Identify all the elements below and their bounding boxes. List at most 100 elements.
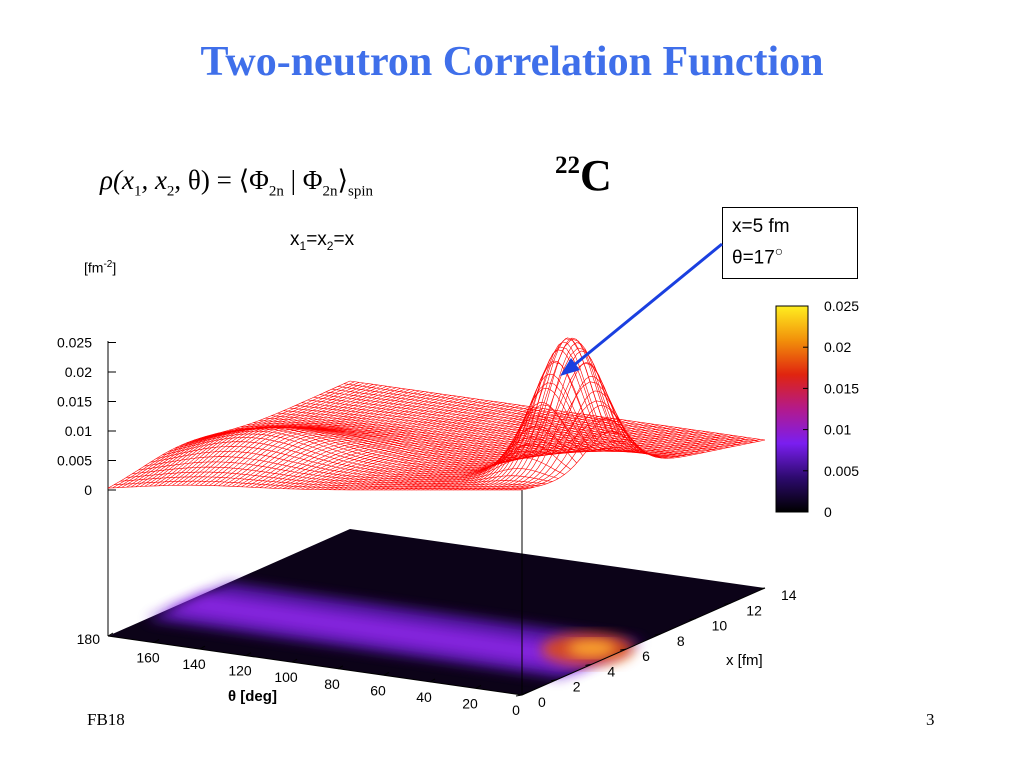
theta-tick-label: 0	[512, 702, 520, 718]
x-tick-label: 0	[538, 694, 546, 710]
mesh-line-x	[138, 461, 553, 482]
theta-tick-mark	[383, 671, 390, 676]
mesh-line-x	[325, 391, 741, 446]
x-tick-label: 2	[573, 679, 581, 695]
x-tick-mark	[724, 602, 731, 605]
x-tick-label: 8	[677, 633, 685, 649]
mesh-line-theta	[144, 385, 388, 487]
x-tick-mark	[550, 679, 557, 682]
page-number: 3	[926, 710, 935, 729]
theta-tick-label: 80	[324, 676, 340, 692]
mesh-line-x	[343, 383, 759, 442]
mesh-line-x	[144, 456, 559, 481]
x-tick-label: 12	[746, 602, 762, 618]
mesh-line-x	[113, 480, 529, 489]
mesh-line-x	[295, 405, 711, 452]
theta-tick-mark	[521, 691, 528, 696]
mesh-line-x	[271, 415, 687, 457]
theta-tick-label: 180	[77, 631, 101, 647]
mesh-line-x	[283, 410, 699, 454]
mesh-line-x	[331, 388, 747, 444]
annotation-arrow	[567, 242, 723, 372]
mesh-line-x	[180, 361, 596, 470]
theta-tick-label: 140	[182, 656, 206, 672]
x-tick-mark	[689, 618, 696, 621]
annotation-line-theta: θ=17○	[732, 243, 784, 269]
peak-annotation-box: x=5 fm θ=17○	[722, 207, 858, 279]
theta-axis-label: θ [deg]	[228, 688, 277, 705]
mesh-line-theta	[494, 350, 738, 491]
z-tick-label: 0.005	[57, 453, 92, 469]
mesh-line-x	[337, 386, 753, 443]
mesh-line-theta	[480, 337, 724, 491]
mesh-line-x	[132, 466, 547, 485]
theta-tick-mark	[245, 652, 252, 657]
theta-tick-label: 60	[370, 682, 386, 698]
theta-tick-mark	[107, 632, 114, 637]
mesh-line-x	[120, 476, 535, 488]
mesh-line-x	[259, 420, 674, 459]
slide-title: Two-neutron Correlation Function	[200, 39, 824, 85]
theta-tick-mark	[153, 639, 160, 643]
theta-tick-mark	[475, 685, 482, 689]
x-tick-label: 14	[781, 587, 797, 603]
correlation-formula: ρ(x1, x2, θ) = ⟨Φ2n | Φ2n⟩spin	[100, 165, 374, 200]
colorbar-tick-label: 0.02	[824, 339, 851, 355]
floor-band-core	[163, 593, 620, 671]
x-tick-mark	[758, 587, 766, 590]
annotation-line-x: x=5 fm	[732, 216, 790, 237]
mesh-line-theta	[186, 391, 429, 486]
floor-hotspot-core	[567, 640, 616, 657]
x-tick-label: 10	[712, 618, 728, 634]
mesh-line-x	[301, 402, 717, 451]
x-axis-line	[521, 587, 766, 696]
mesh-line-x	[107, 484, 523, 491]
mesh-line-x	[265, 417, 680, 458]
theta-tick-label: 40	[416, 689, 432, 705]
colorbar-tick-label: 0.025	[824, 298, 859, 314]
colorbar-tick-label: 0.015	[824, 380, 859, 396]
mesh-line-theta	[130, 384, 374, 488]
theta-tick-label: 160	[136, 650, 160, 666]
colorbar	[775, 305, 809, 513]
x-tick-label: 6	[642, 648, 650, 664]
mesh-line-x	[126, 471, 541, 486]
x-tick-mark	[585, 663, 592, 666]
colorbar-tick-label: 0.005	[824, 463, 859, 479]
mesh-line-x	[289, 407, 705, 453]
z-tick-label: 0.02	[65, 364, 92, 380]
z-tick-label: 0.015	[57, 394, 92, 410]
mesh-line-x	[277, 412, 693, 456]
condition-label: x1=x2=x	[290, 229, 355, 253]
theta-tick-mark	[291, 658, 298, 663]
theta-tick-label: 120	[228, 663, 252, 679]
theta-tick-mark	[199, 645, 206, 650]
mesh-line-x	[313, 397, 729, 448]
theta-axis-line	[107, 635, 523, 696]
theta-tick-mark	[429, 678, 436, 683]
x-axis-label: x [fm]	[726, 652, 763, 669]
nucleus-label: 22C	[555, 151, 612, 200]
annotation-arrowhead	[560, 358, 580, 376]
colorbar-tick-label: 0.01	[824, 422, 851, 438]
z-tick-label: 0.01	[65, 423, 92, 439]
mesh-line-x	[241, 426, 656, 458]
z-unit-label: [fm-2]	[84, 259, 117, 276]
x-tick-mark	[654, 633, 661, 636]
theta-tick-label: 20	[462, 695, 478, 711]
mesh-line-x	[319, 394, 735, 447]
mesh-line-x	[349, 380, 766, 441]
theta-tick-label: 100	[274, 669, 298, 685]
x-tick-mark	[620, 648, 627, 651]
x-tick-mark	[515, 694, 523, 697]
footer-label: FB18	[87, 710, 125, 729]
mesh-line-x	[150, 451, 565, 479]
z-tick-label: 0.025	[57, 335, 92, 351]
colorbar-tick-label: 0	[824, 504, 832, 520]
x-tick-label: 4	[607, 663, 615, 679]
theta-tick-mark	[337, 665, 344, 670]
z-tick-label: 0	[84, 482, 92, 498]
mesh-line-theta	[489, 342, 733, 491]
mesh-line-x	[307, 399, 723, 449]
